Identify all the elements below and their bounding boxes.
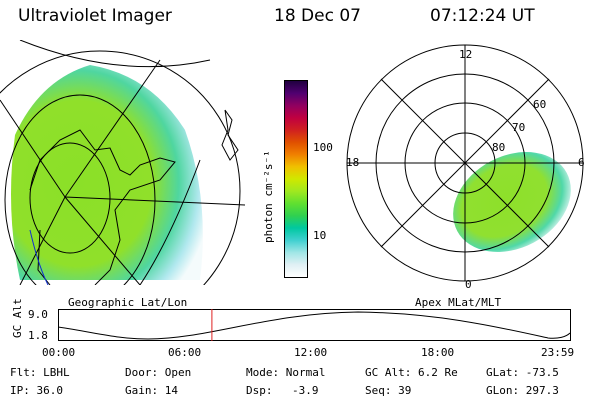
lat-label-60: 60 <box>533 98 547 111</box>
altitude-ylabel: GC Alt <box>11 298 24 338</box>
altitude-xtick: 00:00 <box>42 346 76 359</box>
altitude-plot <box>58 309 571 341</box>
map-grid-meridian <box>0 99 66 198</box>
info-gain: Gain: 14 <box>125 384 178 397</box>
info-glat: GLat: -73.5 <box>486 366 559 379</box>
info-door: Door: Open <box>125 366 192 379</box>
colorbar-tick-10: 10 <box>313 229 327 242</box>
altitude-ytick-max: 9.0 <box>28 308 48 321</box>
date-label: 18 Dec 07 <box>274 6 361 26</box>
info-glon: GLon: 297.3 <box>486 384 559 397</box>
altitude-xtick: 12:00 <box>294 346 328 359</box>
info-mode: Mode: Normal <box>246 366 326 379</box>
info-gc-alt: GC Alt: 6.2 Re <box>365 366 458 379</box>
altitude-xtick: 18:00 <box>421 346 455 359</box>
altitude-ytick-min: 1.8 <box>28 329 48 342</box>
mlt-label-0: 0 <box>465 278 472 291</box>
map-grid-meridian <box>64 59 161 198</box>
map-grid-arc <box>139 159 201 285</box>
aurora-emission-right <box>453 152 571 252</box>
aurora-emission-left <box>11 65 203 280</box>
map-grid-meridian <box>64 196 141 285</box>
info-filter: Flt: LBHL <box>10 366 70 379</box>
coastline <box>221 109 239 161</box>
terminator-line <box>29 229 49 285</box>
info-seq: Seq: 39 <box>365 384 412 397</box>
map-grid-meridian <box>19 196 66 285</box>
colorbar-unit-label: photon cm⁻²s⁻¹ <box>262 150 275 243</box>
map-grid-latitude <box>29 142 111 254</box>
polar-diagonal <box>380 78 550 248</box>
altitude-xtick: 06:00 <box>168 346 202 359</box>
info-dsp-label: Dsp: <box>246 384 273 397</box>
coastline <box>29 129 176 285</box>
colorbar-tick-100: 100 <box>313 141 333 154</box>
instrument-title: Ultraviolet Imager <box>18 6 172 26</box>
right-map-label: Apex MLat/MLT <box>415 296 502 309</box>
time-label: 07:12:24 UT <box>430 6 535 26</box>
left-map-label: Geographic Lat/Lon <box>68 296 188 309</box>
mlt-label-12: 12 <box>459 48 473 61</box>
map-grid-ring <box>0 50 241 285</box>
geographic-map <box>0 40 246 285</box>
map-grid-arc <box>19 40 211 68</box>
mlt-label-18: 18 <box>346 156 360 169</box>
colorbar <box>284 80 308 278</box>
mlt-label-6: 6 <box>578 156 585 169</box>
info-dsp-value: -3.9 <box>292 384 319 397</box>
info-ip: IP: 36.0 <box>10 384 63 397</box>
map-grid-latitude <box>4 94 156 285</box>
lat-label-70: 70 <box>512 121 526 134</box>
altitude-curve <box>58 311 571 340</box>
altitude-xtick: 23:59 <box>541 346 575 359</box>
lat-label-80: 80 <box>492 141 506 154</box>
map-grid-meridian <box>64 196 246 206</box>
apex-polar-map <box>346 44 584 282</box>
